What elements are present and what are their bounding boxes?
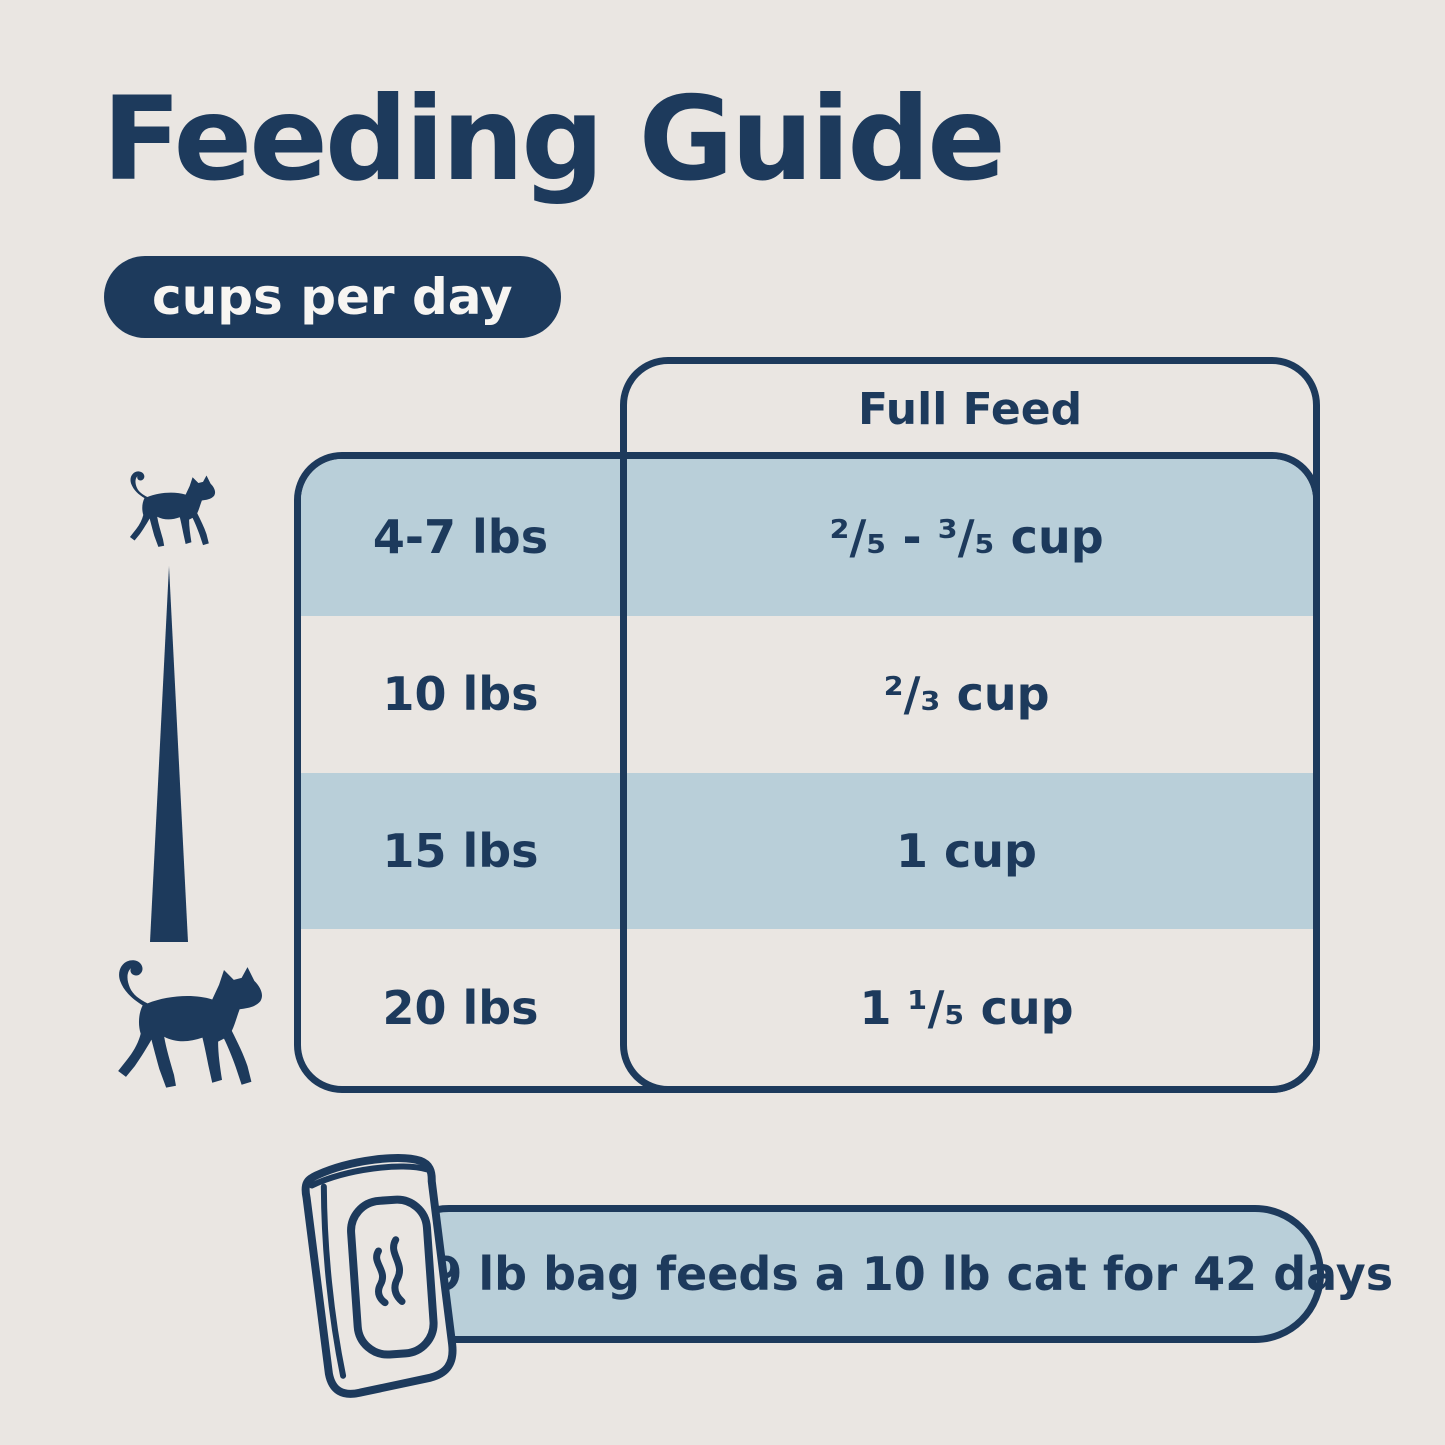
table-row: 20 lbs 1 ¹/₅ cup [301,929,1313,1086]
amount-cell: ²/₅ - ³/₅ cup [829,510,1104,565]
amount-cell: ²/₃ cup [883,667,1050,722]
amount-cell: 1 ¹/₅ cup [859,980,1074,1035]
food-bag-icon [301,1154,457,1398]
table-row: 4-7 lbs ²/₅ - ³/₅ cup [301,459,1313,616]
page-title: Feeding Guide [102,72,1006,207]
small-cat-icon [129,471,216,547]
bag-note-text: 4.9 lb bag feeds a 10 lb cat for 42 days [380,1247,1394,1301]
weight-cell: 15 lbs [382,823,539,878]
feeding-table: 4-7 lbs ²/₅ - ³/₅ cup 10 lbs ²/₃ cup 15 … [294,452,1320,1093]
bag-note-banner: 4.9 lb bag feeds a 10 lb cat for 42 days [380,1205,1393,1343]
steam-icon [373,1236,406,1307]
weight-cell: 4-7 lbs [372,510,549,565]
table-row: 10 lbs ²/₃ cup [301,616,1313,773]
full-feed-column-frame: Full Feed [620,357,1320,1093]
full-feed-header: Full Feed [857,383,1083,435]
weight-cell: 20 lbs [382,980,539,1035]
size-scale-taper [150,566,188,942]
amount-cell: 1 cup [896,823,1037,878]
cups-per-day-label: cups per day [152,268,513,326]
table-row: 15 lbs 1 cup [301,772,1313,930]
cups-per-day-badge: cups per day [104,256,561,338]
weight-cell: 10 lbs [382,667,539,722]
large-cat-icon [118,960,262,1088]
